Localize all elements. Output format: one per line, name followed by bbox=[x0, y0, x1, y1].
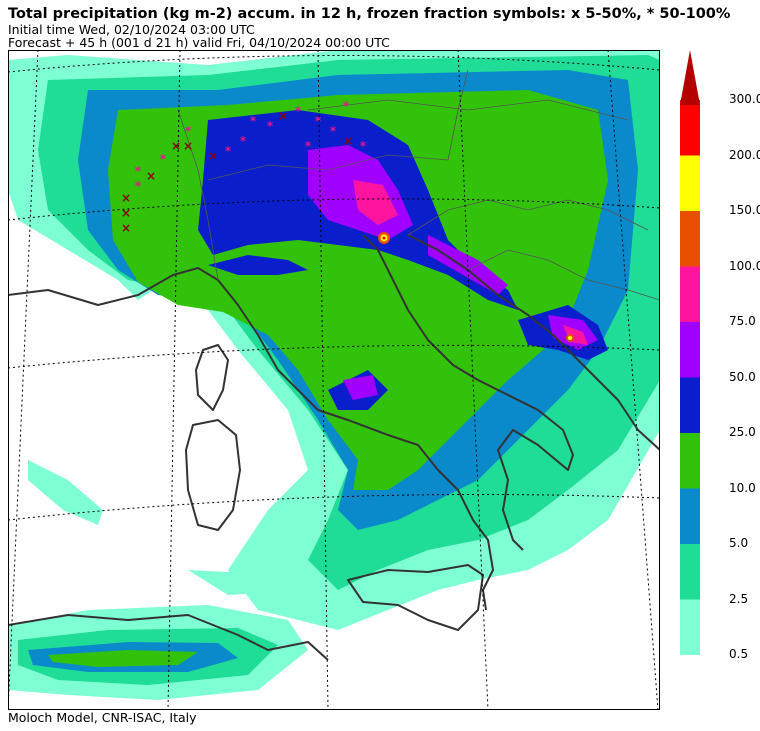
coastline-liguria-france bbox=[8, 267, 279, 371]
precip-area-25 bbox=[208, 255, 308, 275]
snow-symbol: * bbox=[305, 139, 312, 153]
precip-peak-150 bbox=[568, 336, 572, 340]
legend-label: 100.0 bbox=[729, 258, 760, 273]
frozen-symbols: × × × * * × * × × * × * * * * × * * * × … bbox=[121, 99, 367, 235]
mixed-symbol: × bbox=[146, 169, 156, 183]
latitude-line bbox=[8, 493, 660, 521]
map-frame bbox=[8, 50, 660, 710]
latitude-line bbox=[8, 198, 660, 221]
country-borders bbox=[177, 69, 660, 301]
border-alps bbox=[177, 109, 219, 281]
legend-label: 10.0 bbox=[729, 480, 756, 495]
precip-peak-200 bbox=[382, 236, 386, 240]
forecast-valid-label: Forecast + 45 h (001 d 21 h) valid Fri, … bbox=[8, 35, 390, 50]
model-credit: Moloch Model, CNR-ISAC, Italy bbox=[8, 710, 197, 725]
coastline-italy-tyrrhenian bbox=[277, 369, 494, 611]
coastline-north-africa bbox=[8, 614, 329, 661]
coastline-italy-adriatic bbox=[362, 234, 574, 551]
snow-symbol: * bbox=[240, 134, 247, 148]
initial-time-label: Initial time Wed, 02/10/2024 03:00 UTC bbox=[8, 22, 255, 37]
color-legend bbox=[680, 50, 760, 670]
legend-swatch bbox=[680, 433, 700, 489]
precip-area-10 bbox=[48, 650, 198, 667]
legend-label: 2.5 bbox=[729, 591, 749, 606]
mixed-symbol: × bbox=[121, 221, 131, 235]
legend-label: 200.0 bbox=[729, 147, 760, 162]
legend-label: 75.0 bbox=[729, 314, 756, 328]
snow-symbol: * bbox=[135, 164, 142, 178]
snow-symbol: * bbox=[267, 119, 274, 133]
snow-symbol: * bbox=[160, 152, 167, 166]
mixed-symbol: × bbox=[208, 149, 218, 163]
legend-label: 5.0 bbox=[729, 536, 749, 550]
legend-swatch bbox=[680, 266, 700, 322]
precipitation-map: × × × * * × * × × * × * * * * × * * * × … bbox=[8, 50, 660, 710]
longitude-line bbox=[607, 50, 659, 710]
precip-area-75 bbox=[353, 180, 398, 225]
longitude-line bbox=[457, 50, 489, 710]
legend-label: 150.0 bbox=[729, 203, 760, 217]
snow-symbol: * bbox=[225, 144, 232, 158]
legend-swatch bbox=[680, 488, 700, 544]
legend-swatch bbox=[680, 544, 700, 600]
coastline-sardinia bbox=[185, 419, 241, 531]
precipitation-field bbox=[8, 50, 660, 700]
graticule bbox=[8, 50, 660, 710]
legend-swatch bbox=[680, 211, 700, 267]
snow-symbol: * bbox=[343, 99, 350, 113]
mixed-symbol: × bbox=[183, 139, 193, 153]
mixed-symbol: × bbox=[278, 109, 288, 123]
snow-symbol: * bbox=[315, 114, 322, 128]
border-central-europe bbox=[307, 99, 629, 121]
coastline-corsica bbox=[195, 344, 229, 411]
snow-symbol: * bbox=[250, 114, 257, 128]
coastlines bbox=[8, 234, 660, 661]
border-slovenia-croatia bbox=[407, 199, 649, 236]
legend-overflow-arrow bbox=[680, 50, 700, 105]
snow-symbol: * bbox=[295, 104, 302, 118]
coastline-sicily bbox=[347, 564, 484, 631]
legend-label: 25.0 bbox=[729, 425, 756, 439]
mixed-symbol: × bbox=[121, 191, 131, 205]
legend-swatch bbox=[680, 599, 700, 655]
longitude-line bbox=[8, 50, 39, 710]
legend-label: 300.0 bbox=[729, 92, 760, 106]
coastline-balkans bbox=[407, 234, 660, 451]
longitude-line bbox=[317, 50, 329, 710]
legend-swatch bbox=[680, 100, 700, 156]
snow-symbol: * bbox=[360, 139, 367, 153]
snow-symbol: * bbox=[135, 179, 142, 193]
legend-swatch bbox=[680, 322, 700, 378]
legend-label: 0.5 bbox=[729, 647, 749, 661]
precip-area-50 bbox=[343, 375, 378, 400]
border-balkans bbox=[467, 249, 660, 301]
legend-label: 50.0 bbox=[729, 369, 756, 384]
latitude-line bbox=[8, 344, 660, 369]
border-alps-north bbox=[207, 154, 449, 181]
border-austria-hungary bbox=[447, 69, 469, 161]
map-title: Total precipitation (kg m-2) accum. in 1… bbox=[8, 6, 731, 22]
longitude-line bbox=[167, 50, 181, 710]
snow-symbol: * bbox=[330, 124, 337, 138]
mixed-symbol: × bbox=[171, 139, 181, 153]
precip-area-0-5 bbox=[188, 570, 308, 595]
mixed-symbol: × bbox=[343, 134, 353, 148]
legend-swatch bbox=[680, 155, 700, 211]
mixed-symbol: × bbox=[121, 206, 131, 220]
snow-symbol: * bbox=[185, 124, 192, 138]
latitude-line bbox=[8, 55, 660, 73]
precip-area-0-5 bbox=[28, 460, 103, 525]
legend-swatch bbox=[680, 377, 700, 433]
